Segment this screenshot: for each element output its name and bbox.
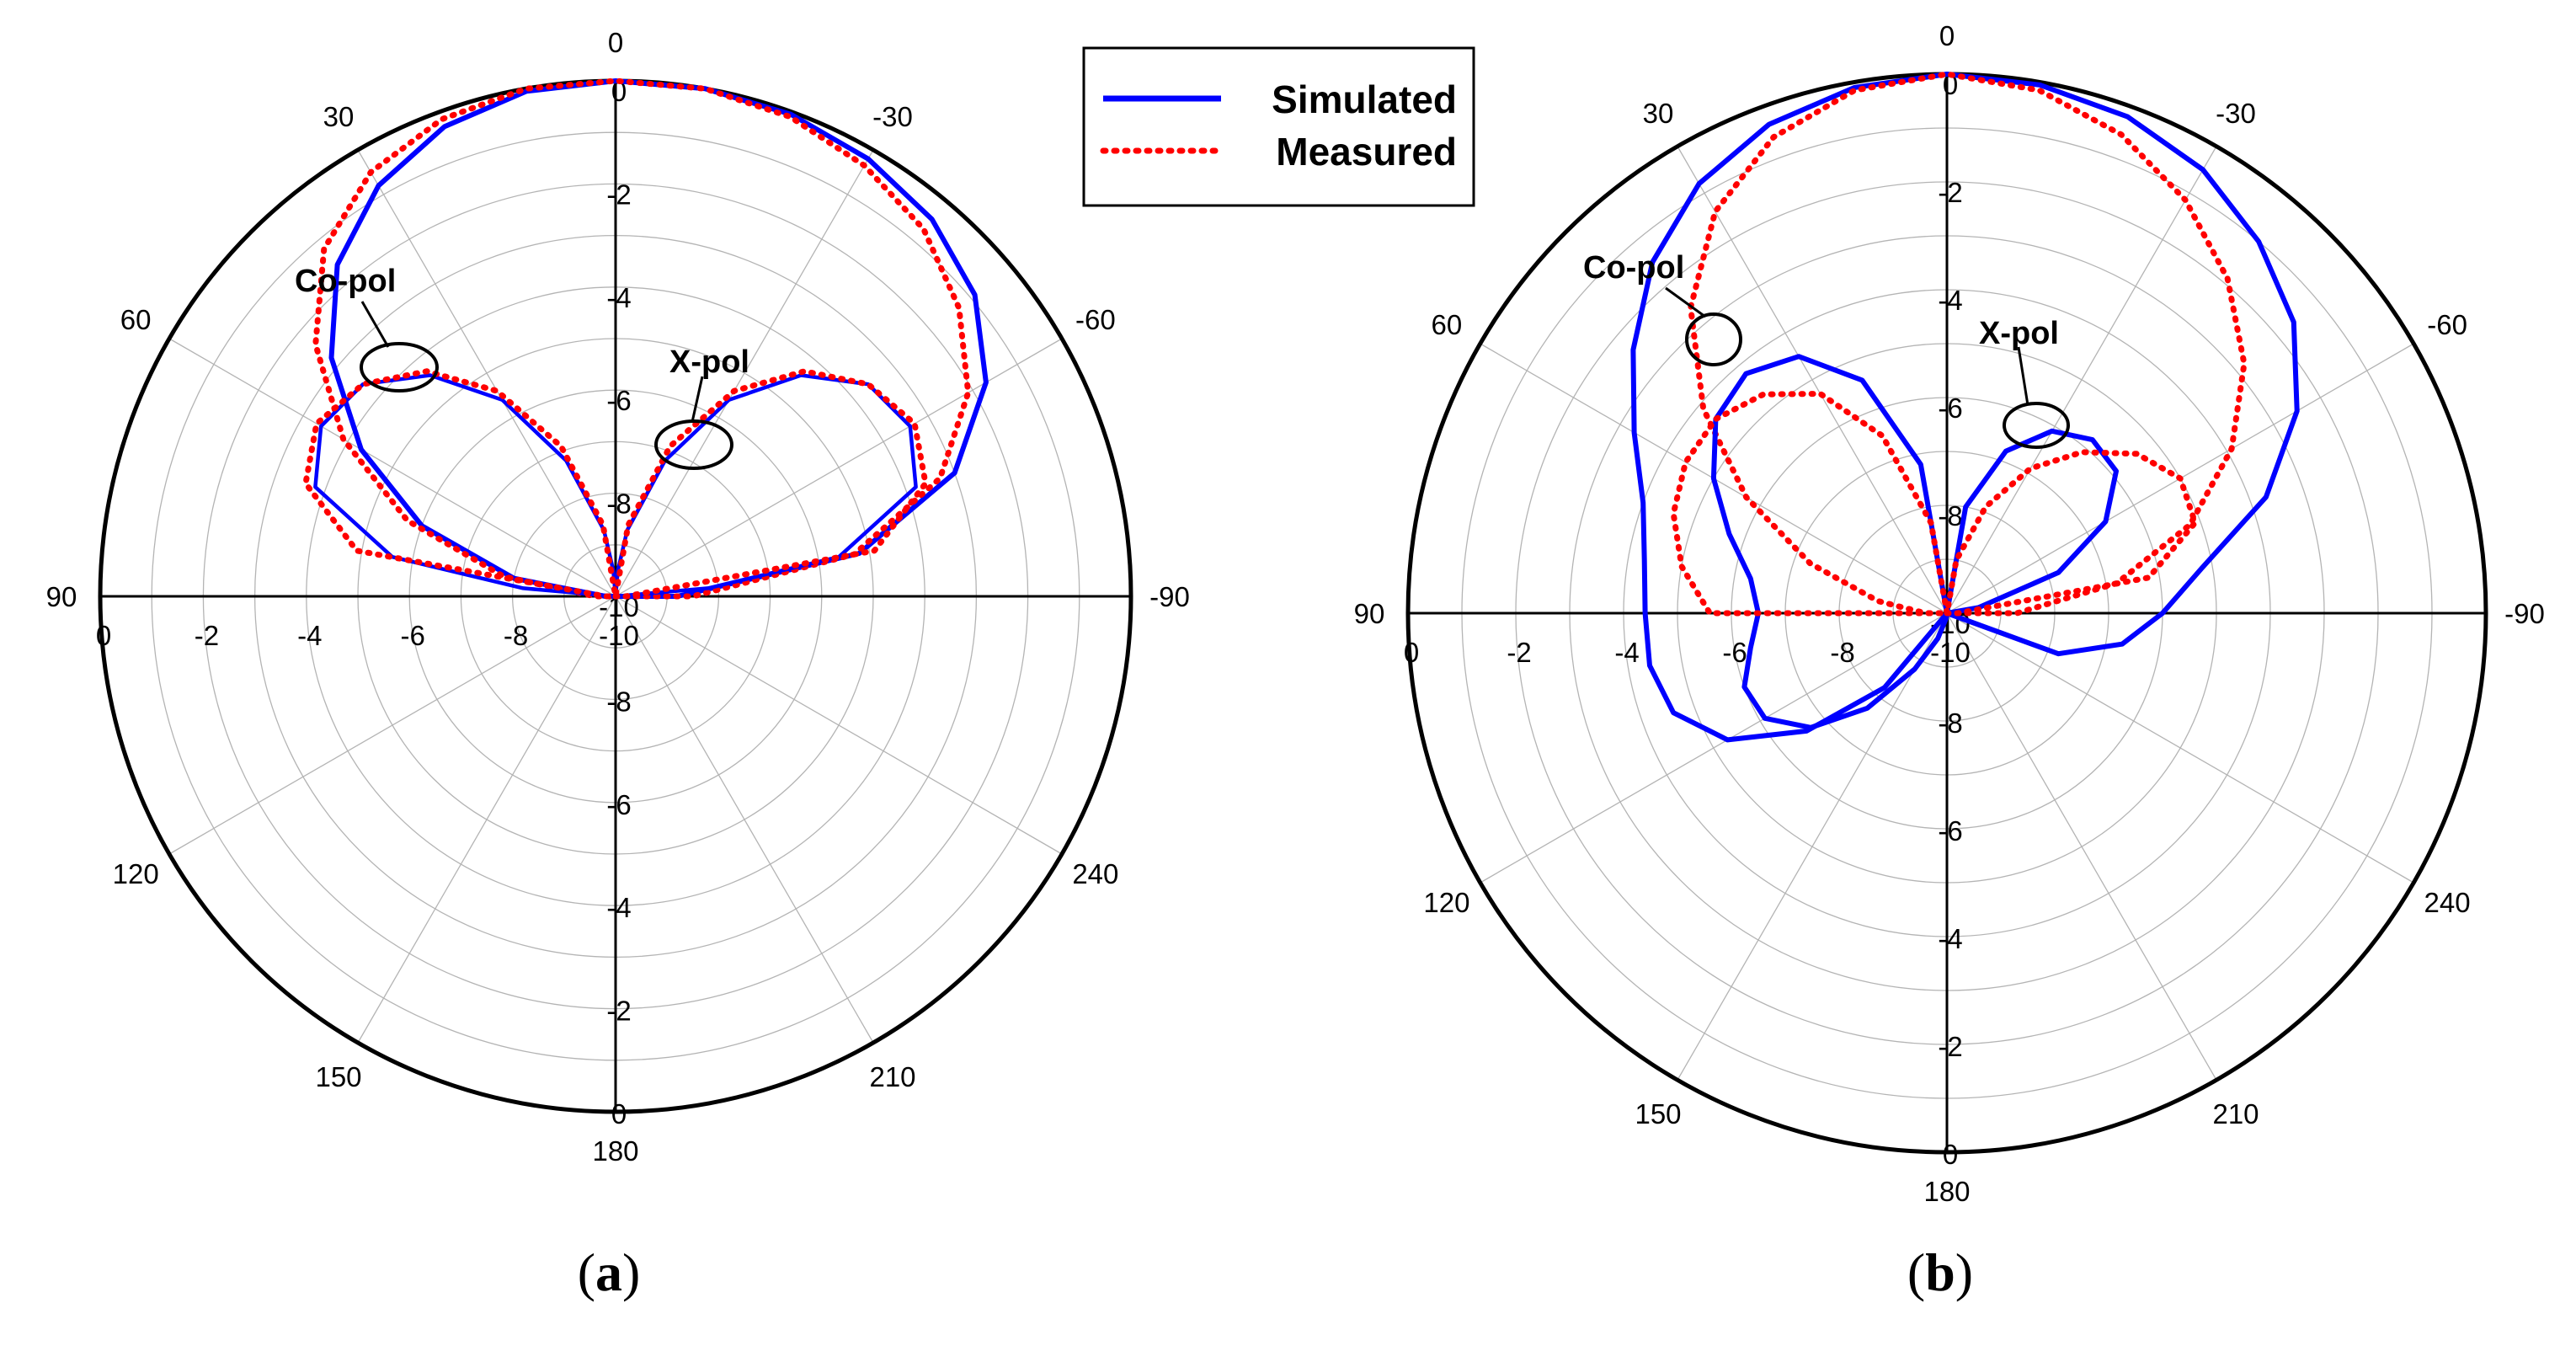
angle-label: 90	[46, 581, 77, 612]
radial-tick-left: -8	[1830, 637, 1854, 668]
angle-label: 180	[592, 1135, 638, 1167]
angle-label: -30	[2216, 98, 2256, 129]
radial-tick-top: -2	[606, 179, 631, 210]
annotation-label: Co-pol	[295, 264, 396, 299]
radial-tick-left: -2	[1507, 637, 1531, 668]
radial-tick-left: -4	[297, 620, 322, 651]
angle-label: -60	[2427, 309, 2467, 340]
annotation-leader	[2017, 346, 2029, 406]
radial-tick-top: -8	[606, 489, 631, 520]
grid-spoke	[1946, 612, 2414, 884]
radial-tick-top: -6	[1938, 392, 1962, 424]
radial-tick-left: -4	[1614, 637, 1639, 668]
series-line-measured-x-pol	[1670, 391, 2199, 617]
legend-label-simulated: Simulated	[1272, 77, 1457, 121]
angle-label: 210	[2212, 1098, 2259, 1129]
series-line-measured-co-pol	[1688, 71, 2248, 617]
angle-label: 240	[1072, 858, 1118, 889]
grid-spoke	[615, 595, 1063, 855]
legend-label-measured: Measured	[1276, 130, 1457, 174]
radial-tick-bottom: -6	[1938, 815, 1962, 846]
radial-tick-bottom: -6	[606, 789, 631, 820]
annotation-label: X-pol	[669, 344, 749, 380]
angle-label: 150	[1635, 1098, 1681, 1129]
radial-tick-left: -6	[1722, 637, 1747, 668]
annotation-label: Co-pol	[1583, 250, 1684, 286]
grid-spoke	[615, 149, 874, 597]
series-line-measured-x-pol	[302, 368, 929, 600]
angle-label: -60	[1075, 304, 1116, 335]
annotation-leader	[1665, 286, 1706, 318]
annotation-ellipse	[654, 419, 733, 470]
radial-tick-bottom: -2	[606, 996, 631, 1027]
radial-tick-bottom: -8	[1938, 708, 1962, 739]
annotation-ellipse	[360, 342, 439, 392]
grid-spoke	[615, 595, 874, 1044]
annotation-leader	[360, 301, 390, 348]
radial-tick-top: -4	[606, 282, 631, 313]
radial-tick-top: -2	[1938, 177, 1962, 208]
series-line-simulated-co-pol	[328, 78, 989, 599]
grid-spoke	[1677, 146, 1948, 614]
angle-label: 90	[1354, 598, 1385, 629]
series-line-measured-co-pol	[312, 77, 972, 600]
radial-tick-bottom: 0	[1943, 1139, 1958, 1170]
radial-tick-left: -10	[599, 620, 639, 651]
panel-label: (a)	[578, 1242, 641, 1302]
radial-tick-left: -8	[504, 620, 528, 651]
panel-a: 0-30-60-90240210180150120906030000-2-2-2…	[46, 27, 1190, 1302]
radial-tick-top: -8	[1938, 500, 1962, 531]
angle-label: 0	[608, 27, 623, 58]
annotation-leader	[691, 376, 704, 423]
grid-spoke	[1946, 612, 2217, 1081]
annotation-ellipse	[2003, 402, 2070, 449]
radial-tick-top: -6	[606, 385, 631, 416]
angle-label: 120	[1423, 887, 1469, 918]
grid-spoke	[357, 595, 616, 1044]
angle-label: 60	[1432, 309, 1463, 340]
angle-label: 210	[869, 1061, 915, 1092]
grid-spoke	[1946, 146, 2217, 614]
radial-tick-left: -6	[401, 620, 425, 651]
radial-tick-bottom: -2	[1938, 1031, 1962, 1062]
angle-label: -30	[872, 101, 913, 132]
grid-spoke	[1677, 612, 1948, 1081]
angle-label: 0	[1939, 20, 1955, 51]
grid-spoke	[1480, 612, 1948, 884]
legend-box	[1082, 46, 1475, 207]
series-line-simulated-co-pol	[1630, 72, 2300, 743]
angle-label: 150	[315, 1061, 361, 1092]
radial-tick-bottom: 0	[611, 1098, 627, 1129]
radial-tick-left: 0	[1404, 637, 1419, 668]
angle-label: 30	[323, 101, 355, 132]
angle-label: -90	[2504, 598, 2545, 629]
radial-tick-left: 0	[96, 620, 111, 651]
radial-tick-top: -4	[1938, 285, 1962, 316]
angle-label: 60	[120, 304, 152, 335]
legend: Simulated Measured	[1082, 46, 1475, 207]
grid-spoke	[168, 338, 616, 597]
angle-label: 180	[1923, 1176, 1970, 1207]
radial-tick-left: -2	[195, 620, 219, 651]
series-line-simulated-x-pol	[1710, 354, 2119, 730]
angle-label: 30	[1643, 98, 1674, 129]
annotation-ellipse	[1685, 312, 1742, 366]
angle-label: -90	[1149, 581, 1190, 612]
radial-tick-bottom: -4	[606, 892, 631, 923]
panel-b: 0-30-60-90240210180150120906030000-2-2-2…	[1354, 20, 2545, 1302]
radial-tick-bottom: -8	[606, 686, 631, 717]
grid-spoke	[357, 149, 616, 597]
panel-label: (b)	[1907, 1242, 1973, 1302]
angle-label: 240	[2424, 887, 2471, 918]
angle-label: 120	[113, 858, 159, 889]
annotation-label: X-pol	[1979, 316, 2059, 351]
grid-spoke	[168, 595, 616, 855]
radial-tick-bottom: -4	[1938, 923, 1962, 954]
